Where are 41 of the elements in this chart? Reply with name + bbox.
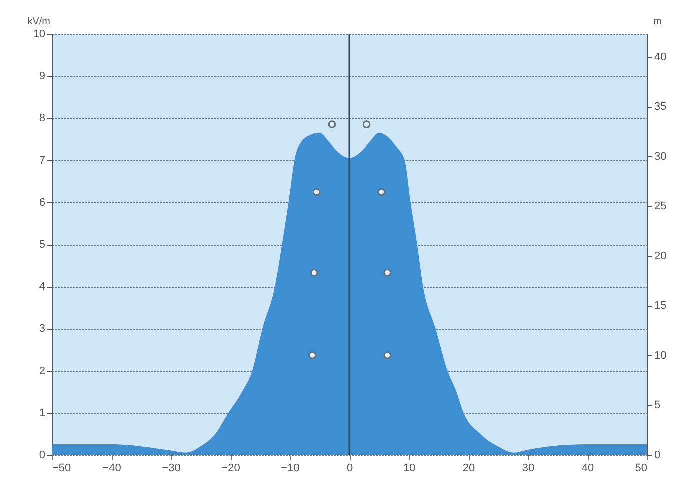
y-tick-label: 0 [39, 450, 46, 462]
point [328, 120, 336, 128]
y-axis-title: kV/m [28, 16, 50, 28]
y2-tick-label: 25 [654, 200, 667, 213]
y-tick-label: 5 [39, 239, 46, 251]
point [308, 352, 317, 360]
y2-axis-title: m [654, 16, 662, 28]
x-tick-label: −50 [52, 462, 72, 474]
x-tick-label: −40 [102, 462, 122, 474]
y2-tick-label: 30 [654, 150, 667, 163]
y2-tick-label: 40 [654, 51, 667, 64]
y2-tick-label: 5 [654, 400, 661, 412]
y-tick-label: 7 [39, 154, 46, 167]
x-tick-label: 20 [462, 462, 476, 474]
point [384, 352, 392, 360]
x-tick-label: −30 [162, 462, 181, 474]
point [362, 120, 371, 128]
x-tick-label: −10 [281, 462, 300, 474]
x-tick-label: 0 [346, 462, 354, 474]
y-tick-label: 9 [39, 70, 46, 83]
y-tick-label: 2 [39, 365, 46, 378]
x-tick-label: −20 [222, 462, 240, 474]
x-tick-label: 30 [522, 462, 535, 474]
y2-tick-label: 15 [654, 300, 667, 312]
x-tick-label: 50 [635, 462, 648, 474]
y-tick-label: 4 [39, 281, 46, 294]
y-tick-label: 3 [39, 323, 46, 336]
point [312, 188, 321, 196]
y-tick-label: 8 [39, 112, 46, 125]
y2-tick-label: 0 [654, 450, 661, 462]
y2-tick-label: 10 [654, 350, 667, 362]
x-tick-label: 10 [403, 462, 416, 474]
y2-tick-label: 20 [654, 250, 667, 262]
y-tick-label: 1 [39, 407, 46, 420]
y-tick-label: 10 [33, 28, 46, 40]
point [378, 188, 386, 196]
y-tick-label: 6 [39, 196, 46, 209]
point [384, 268, 392, 277]
y2-tick-label: 35 [654, 101, 667, 114]
point [310, 268, 318, 277]
x-tick-label: 40 [582, 462, 594, 474]
